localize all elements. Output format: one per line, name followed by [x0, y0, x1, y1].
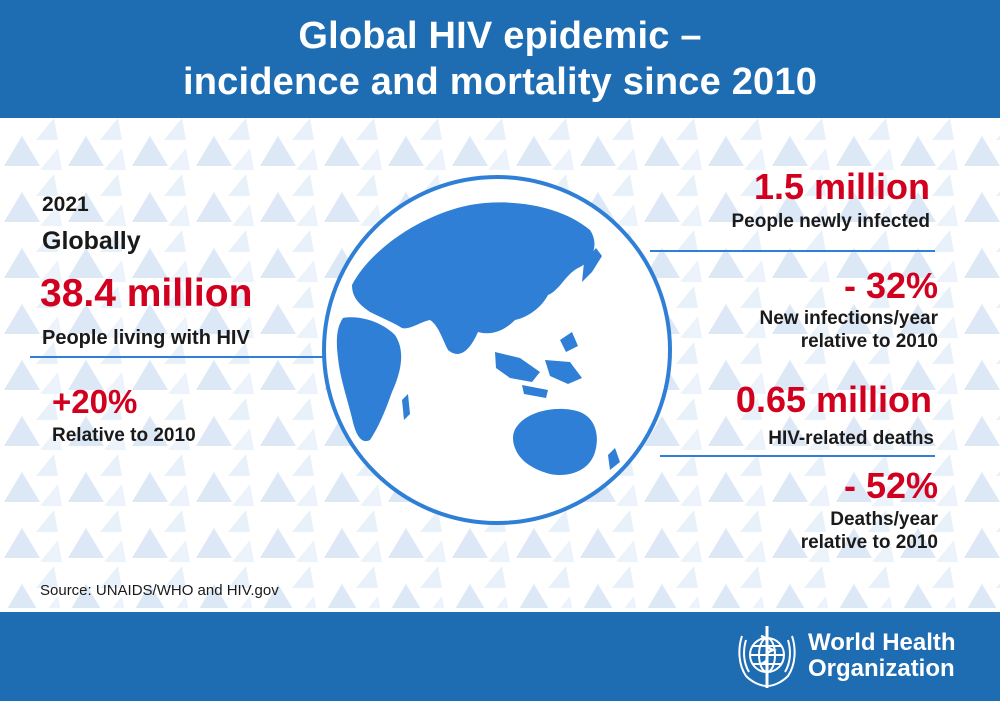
header-banner: Global HIV epidemic – incidence and mort… — [0, 0, 1000, 118]
change-value: +20% — [52, 383, 138, 420]
scope-label: Globally — [42, 227, 141, 255]
who-logo-line-2: Organization — [808, 655, 955, 682]
new-infected-value: 1.5 million — [753, 166, 930, 207]
footer-banner — [0, 612, 1000, 701]
new-infected-label: People newly infected — [731, 211, 931, 232]
deaths-change-value: - 52% — [843, 465, 938, 506]
deaths-value: 0.65 million — [735, 379, 932, 420]
deaths-label: HIV-related deaths — [768, 428, 934, 449]
deaths-change-label-2: relative to 2010 — [800, 532, 938, 553]
globe-continents — [336, 202, 620, 476]
new-infections-change-value: - 32% — [843, 265, 938, 306]
source-note: Source: UNAIDS/WHO and HIV.gov — [40, 582, 279, 599]
who-logo-line-1: World Health — [808, 629, 956, 656]
year-label: 2021 — [42, 193, 89, 216]
living-value: 38.4 million — [40, 272, 253, 315]
who-emblem-icon — [738, 626, 796, 688]
title-line-2: incidence and mortality since 2010 — [182, 61, 818, 103]
living-label: People living with HIV — [42, 327, 250, 349]
change-label: Relative to 2010 — [52, 425, 196, 446]
new-infections-change-label-2: relative to 2010 — [800, 331, 938, 352]
title-line-1: Global HIV epidemic – — [298, 15, 702, 57]
new-infections-change-label-1: New infections/year — [759, 308, 938, 329]
deaths-change-label-1: Deaths/year — [830, 509, 938, 530]
who-logo-text: World Health Organization — [808, 630, 956, 682]
